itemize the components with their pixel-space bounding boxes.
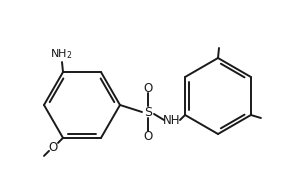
Text: NH: NH: [163, 114, 181, 127]
Text: O: O: [143, 129, 153, 142]
Text: O: O: [48, 142, 58, 154]
Text: S: S: [144, 105, 152, 118]
Text: NH$_2$: NH$_2$: [50, 47, 72, 61]
Text: O: O: [143, 81, 153, 94]
